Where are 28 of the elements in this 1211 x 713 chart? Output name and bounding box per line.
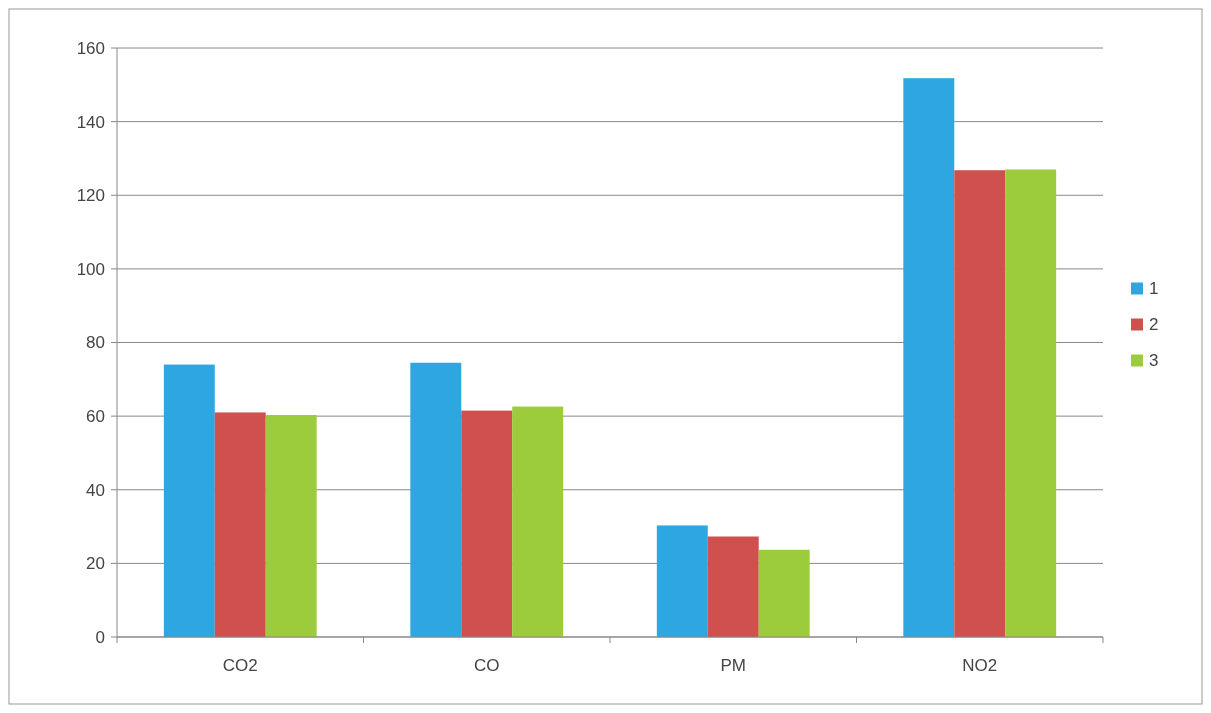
y-tick-label: 100: [76, 259, 105, 279]
y-tick-label: 20: [86, 554, 105, 574]
y-tick-label: 0: [95, 627, 105, 647]
bar: [461, 410, 513, 637]
y-tick-label: 120: [76, 186, 105, 206]
x-tick-label: NO2: [962, 656, 998, 675]
y-tick-label: 60: [86, 407, 105, 427]
bar: [903, 78, 955, 637]
x-tick-label: CO2: [222, 656, 258, 675]
bar: [707, 536, 759, 637]
bar: [410, 362, 462, 637]
legend-label: 2: [1149, 315, 1159, 335]
bar: [214, 412, 266, 637]
y-tick-label: 40: [86, 480, 105, 500]
bar: [163, 364, 215, 637]
bar: [265, 415, 317, 637]
x-tick-label: CO: [474, 656, 500, 675]
bar: [758, 549, 810, 637]
bar: [512, 406, 564, 637]
y-tick-label: 160: [76, 38, 105, 58]
legend-label: 1: [1149, 279, 1159, 299]
y-tick-label: 80: [86, 333, 105, 353]
y-tick-label: 140: [76, 112, 105, 132]
bar: [954, 170, 1006, 637]
legend-label: 3: [1149, 351, 1159, 371]
bar: [656, 525, 708, 637]
bar: [1005, 169, 1057, 637]
x-tick-label: PM: [720, 656, 746, 675]
